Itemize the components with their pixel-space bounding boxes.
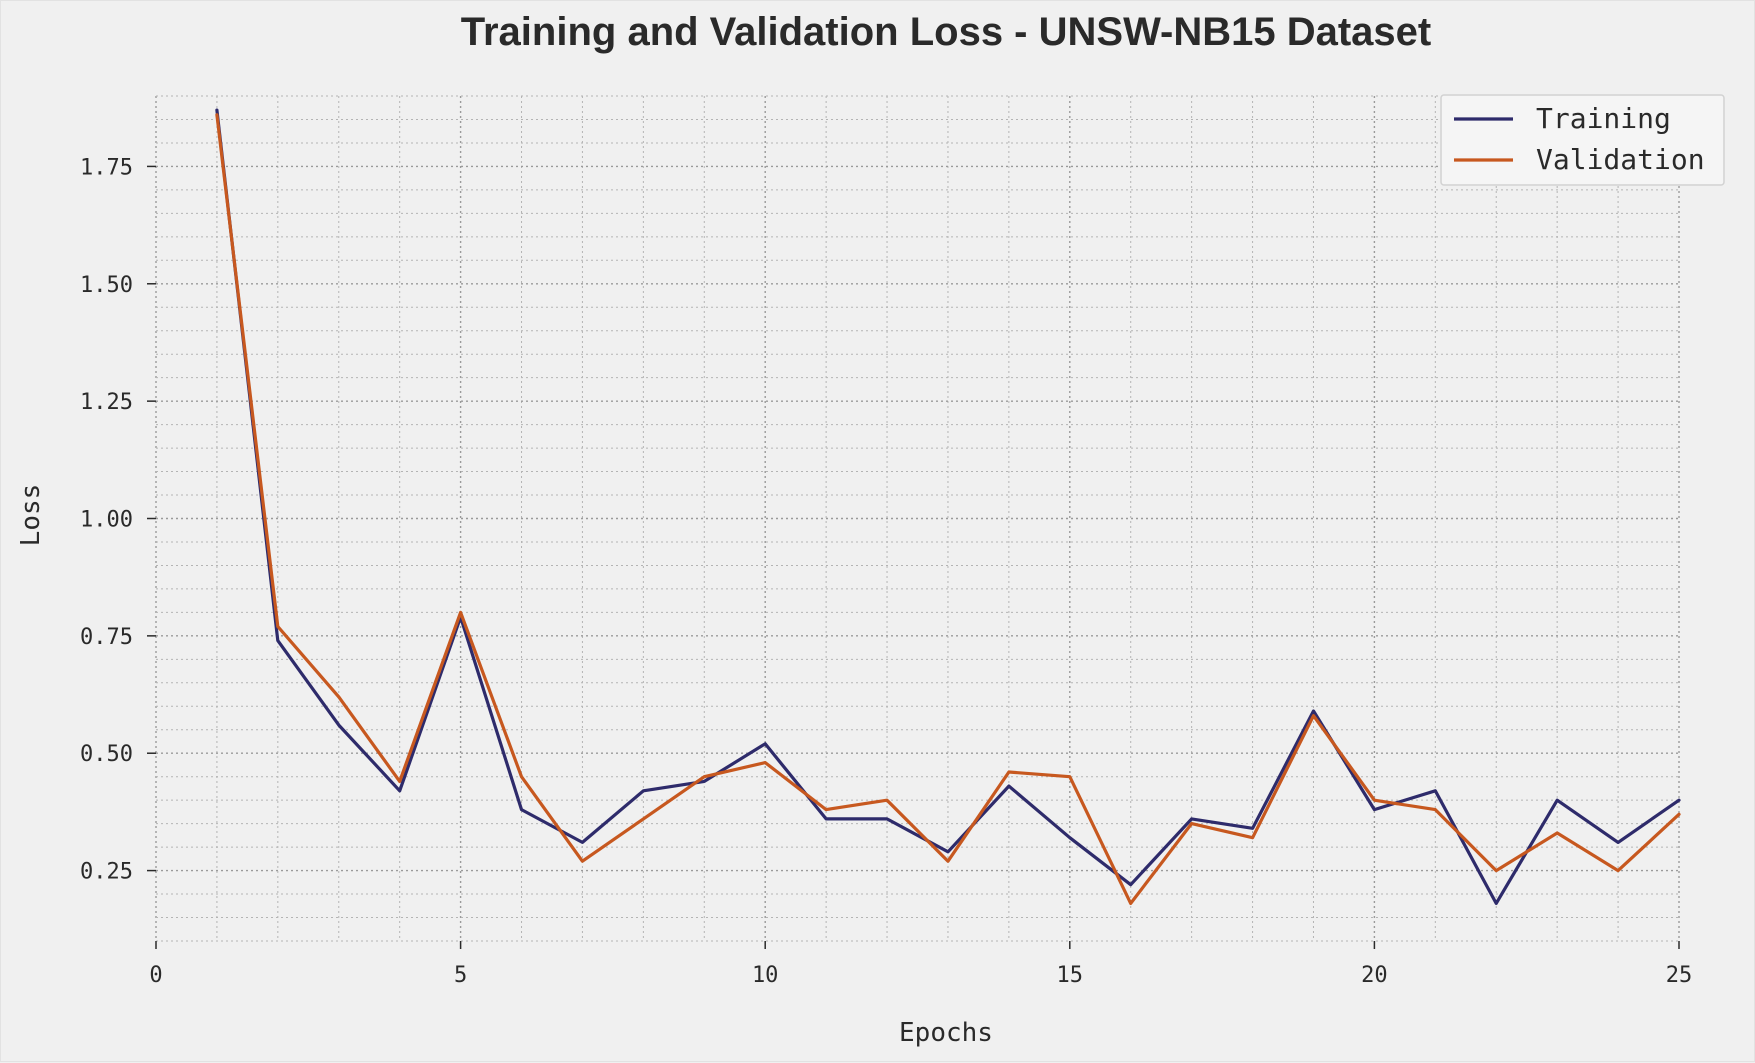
x-axis-label: Epochs xyxy=(899,1018,993,1048)
y-tick-label: 0.50 xyxy=(80,742,133,767)
legend-label-training: Training xyxy=(1536,102,1671,135)
y-tick-label: 0.25 xyxy=(80,860,133,885)
y-tick-label: 1.75 xyxy=(80,155,133,180)
y-tick-label: 1.25 xyxy=(80,390,133,415)
y-tick-label: 1.00 xyxy=(80,508,133,533)
x-tick-label: 0 xyxy=(149,963,162,988)
y-axis-label: Loss xyxy=(16,484,46,547)
y-tick-label: 1.50 xyxy=(80,273,133,298)
plot-series xyxy=(215,108,1681,906)
x-tick-label: 5 xyxy=(454,963,467,988)
chart-title: Training and Validation Loss - UNSW-NB15… xyxy=(461,10,1431,54)
y-tick-label: 0.75 xyxy=(80,625,133,650)
x-tick-label: 25 xyxy=(1666,963,1693,988)
axis-ticks: 0 5 10 15 20 25 0.25 0.50 0.75 1.00 1.25 1.50 1.75 xyxy=(80,155,1692,988)
legend: Training Validation xyxy=(1440,94,1725,186)
x-tick-label: 10 xyxy=(752,963,779,988)
grid xyxy=(155,95,1680,942)
x-tick-label: 15 xyxy=(1057,963,1084,988)
x-tick-label: 20 xyxy=(1361,963,1388,988)
legend-label-validation: Validation xyxy=(1536,143,1705,176)
series-line-validation xyxy=(215,113,1681,906)
